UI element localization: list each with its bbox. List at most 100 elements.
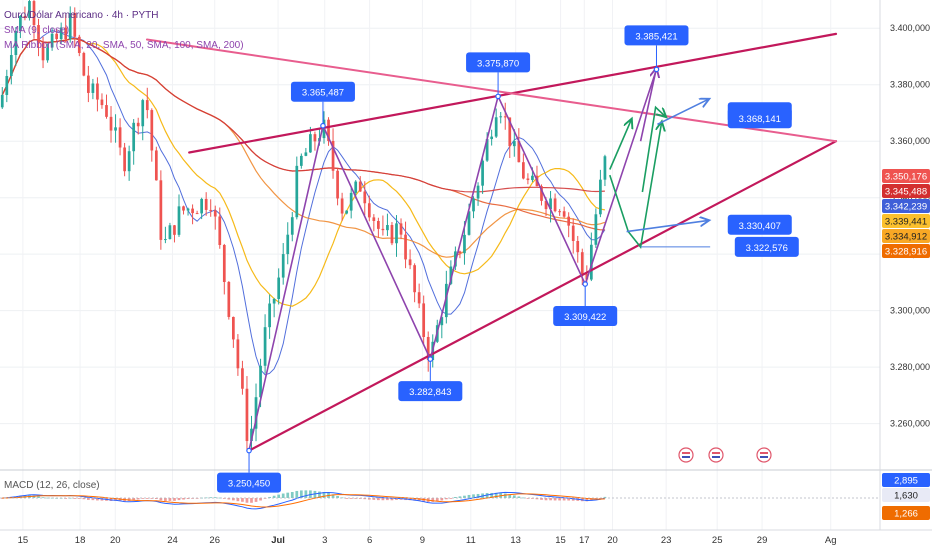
macd-histogram-bar	[431, 498, 435, 502]
candle-body	[295, 165, 299, 218]
legend-ribbon[interactable]: MA Ribbon (SMA, 20, SMA, 50, SMA, 100, S…	[4, 40, 244, 51]
callout-box	[290, 81, 355, 102]
macd-histogram-bar	[540, 498, 543, 500]
candle-body	[472, 198, 475, 212]
macd-histogram-bar	[358, 498, 362, 499]
event-icon-ring	[678, 447, 694, 463]
trendline-lower-wedge	[247, 140, 838, 452]
macd-histogram-bar	[186, 498, 190, 499]
candle-body	[259, 365, 262, 398]
legend-sma[interactable]: SMA (9, close)	[4, 25, 70, 36]
macd-histogram-bar	[435, 498, 439, 502]
x-tick-label: 15	[18, 535, 29, 546]
candle-body	[494, 117, 498, 137]
macd-histogram-bar	[41, 497, 45, 499]
candle-body	[68, 13, 72, 40]
candle-body	[209, 209, 213, 211]
candle-body	[245, 388, 249, 442]
candle-body	[5, 76, 9, 95]
price-tag-label: 3.350,176	[885, 172, 927, 183]
candle-body	[413, 265, 416, 293]
candle-body	[449, 266, 453, 284]
candle-body	[463, 234, 466, 254]
time-axis[interactable]: 15 18 20 24 26 Jul 3 6 9 11 13 15 17 20 23 25 29 Ag	[0, 529, 932, 546]
callout-label: 3.385,421	[635, 31, 677, 42]
candle-body	[444, 283, 448, 318]
candle-body	[558, 211, 561, 213]
macd-histogram-bar	[553, 498, 557, 501]
macd-tag-label: 2,895	[894, 476, 918, 487]
candle-body	[522, 162, 525, 179]
callout-box	[217, 472, 282, 493]
candle-body	[105, 105, 108, 117]
event-icon-ring	[756, 447, 772, 463]
macd-tag	[882, 506, 930, 520]
macd-histogram-bar	[154, 498, 158, 499]
price-tag	[882, 199, 930, 213]
macd-histogram-bar	[286, 492, 290, 498]
macd-histogram-bar	[544, 498, 548, 501]
candle-body	[490, 136, 494, 140]
macd-histogram-bar	[467, 494, 471, 498]
macd-tag-label: 1,266	[894, 509, 918, 520]
macd-tag	[882, 473, 930, 487]
candle-body	[440, 317, 444, 326]
macd-histogram-bar	[68, 497, 72, 499]
candle-body	[485, 139, 489, 161]
candle-body	[345, 210, 349, 214]
candle-body	[127, 151, 131, 172]
candle-body	[222, 244, 226, 283]
candle-body	[562, 211, 566, 217]
legend-title[interactable]: Ouro/Dólar Americano · 4h · PYTH	[4, 10, 159, 21]
legend-macd[interactable]: MACD (12, 26, close)	[4, 480, 100, 491]
event-icon[interactable]	[708, 447, 724, 463]
macd-histogram-bar	[227, 498, 231, 500]
candle-body	[281, 254, 285, 278]
macd-histogram-bar	[377, 498, 380, 501]
candle-body	[132, 122, 136, 152]
macd-histogram-bar	[213, 497, 217, 498]
candle-body	[499, 116, 503, 118]
candle-body	[571, 225, 575, 242]
candle-body	[603, 156, 607, 180]
candle-body	[136, 122, 140, 127]
candle-body	[354, 181, 358, 193]
x-tick-label: Jul	[271, 535, 285, 546]
event-icon-stripe	[682, 452, 690, 454]
candle-body	[236, 339, 240, 369]
macd-histogram-bar	[299, 490, 303, 498]
macd-histogram-bar	[354, 498, 358, 499]
price-axis[interactable]: 2,895 1,630 1,266 3.260,000 3.280,000 3.300,0…	[882, 23, 930, 520]
candle-body	[55, 33, 59, 40]
candle-body	[404, 234, 407, 260]
x-tick-label: 26	[209, 535, 220, 546]
candle-body	[277, 277, 281, 299]
moving-averages	[1, 30, 606, 376]
candle-body	[77, 36, 81, 53]
candle-body	[395, 223, 398, 244]
candle-body	[123, 147, 126, 172]
macd-histogram-bar	[349, 498, 353, 499]
candle-body	[32, 1, 36, 26]
events[interactable]	[678, 447, 772, 463]
macd-histogram-bar	[114, 498, 117, 501]
candle-body	[349, 192, 353, 211]
x-tick-label: 11	[466, 535, 476, 546]
x-tick-label: 25	[712, 535, 723, 546]
macd-histogram-bar	[413, 498, 416, 501]
macd-pane	[0, 490, 880, 510]
macd-histogram-bar	[232, 498, 235, 501]
event-icon[interactable]	[756, 447, 772, 463]
macd-histogram-bar	[141, 498, 145, 499]
price-tag	[882, 229, 930, 243]
macd-line	[2, 491, 605, 510]
candle-body	[426, 336, 430, 361]
candle-body	[508, 117, 512, 147]
macd-histogram-bar	[526, 498, 530, 499]
candle-body	[204, 198, 208, 210]
candle-body	[59, 27, 63, 40]
macd-histogram-bar	[277, 494, 281, 498]
macd-histogram-bar	[585, 498, 589, 502]
event-icon[interactable]	[678, 447, 694, 463]
